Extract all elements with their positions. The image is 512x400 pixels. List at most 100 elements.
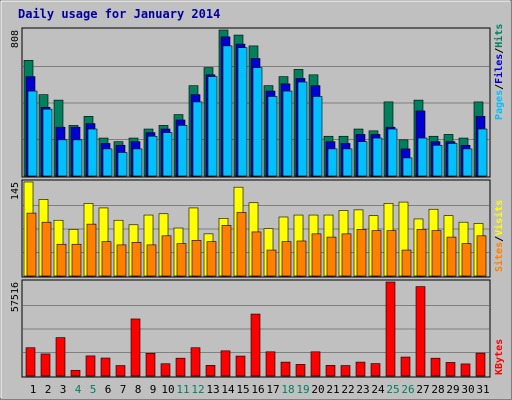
chart-title: Daily usage for January 2014 bbox=[18, 7, 220, 21]
bar-pages-day-24 bbox=[372, 137, 383, 177]
bar-pages-day-29 bbox=[447, 143, 458, 177]
bar-kbytes-day-31 bbox=[475, 352, 486, 377]
bar-sites-day-18 bbox=[281, 241, 292, 277]
bar-kbytes-day-23 bbox=[355, 361, 366, 377]
bar-pages-day-3 bbox=[57, 139, 68, 177]
legend-visits: Visits bbox=[493, 200, 505, 236]
legend-separator: / bbox=[494, 236, 505, 242]
x-tick-label: 23 bbox=[356, 383, 369, 396]
x-tick-label: 26 bbox=[401, 383, 414, 396]
bar-kbytes-day-28 bbox=[430, 357, 441, 377]
x-tick-label: 30 bbox=[461, 383, 474, 396]
bar-pages-day-30 bbox=[462, 148, 473, 177]
bar-sites-day-17 bbox=[266, 249, 277, 277]
x-tick-label: 15 bbox=[236, 383, 249, 396]
legend-files: Files bbox=[493, 54, 505, 84]
bar-sites-day-23 bbox=[356, 229, 367, 277]
bar-sites-day-7 bbox=[116, 244, 127, 277]
x-tick-label: 2 bbox=[45, 383, 52, 396]
bar-kbytes-day-20 bbox=[310, 351, 321, 377]
bar-sites-day-26 bbox=[401, 249, 412, 277]
bar-pages-day-8 bbox=[132, 148, 143, 177]
bar-kbytes-day-9 bbox=[145, 352, 156, 377]
x-tick-label: 12 bbox=[191, 383, 204, 396]
bar-sites-day-30 bbox=[461, 243, 472, 277]
bar-sites-day-27 bbox=[416, 229, 427, 277]
bar-kbytes-day-12 bbox=[190, 347, 201, 377]
bar-pages-day-10 bbox=[162, 132, 173, 177]
bar-pages-day-5 bbox=[87, 128, 98, 177]
bar-sites-day-16 bbox=[251, 231, 262, 277]
bar-pages-day-6 bbox=[102, 148, 113, 177]
x-tick-label: 16 bbox=[251, 383, 264, 396]
bar-kbytes-day-7 bbox=[115, 365, 126, 377]
legend-visits-sites: Sites/Visits bbox=[493, 200, 505, 272]
x-tick-label: 24 bbox=[371, 383, 385, 396]
bar-sites-day-21 bbox=[326, 236, 337, 277]
bar-sites-day-28 bbox=[431, 230, 442, 277]
x-axis-labels: 1 2 3 4 5 6 7 8 9 10 11 12 13 14 15 16 17 18 19 20 21 22 23 24 2… bbox=[30, 383, 490, 396]
bar-kbytes-day-30 bbox=[460, 363, 471, 377]
legend-kbytes: KBytes bbox=[494, 339, 505, 375]
bar-kbytes-day-10 bbox=[160, 363, 171, 377]
bar-pages-day-23 bbox=[357, 141, 368, 177]
bar-sites-day-22 bbox=[341, 233, 352, 277]
bar-kbytes-day-14 bbox=[220, 350, 231, 377]
bar-pages-day-20 bbox=[312, 96, 323, 177]
bar-kbytes-day-16 bbox=[250, 313, 261, 377]
bar-sites-day-20 bbox=[311, 233, 322, 277]
legend-hits: Hits bbox=[493, 24, 505, 48]
x-tick-label: 14 bbox=[221, 383, 235, 396]
bar-sites-day-5 bbox=[86, 223, 97, 277]
bar-sites-day-10 bbox=[161, 235, 172, 277]
bar-kbytes-day-29 bbox=[445, 362, 456, 377]
bar-pages-day-19 bbox=[297, 81, 308, 177]
bar-sites-day-1 bbox=[26, 212, 37, 277]
x-tick-label: 31 bbox=[476, 383, 489, 396]
bar-kbytes-day-27 bbox=[415, 286, 426, 377]
bar-kbytes-day-13 bbox=[205, 365, 216, 377]
x-tick-label: 18 bbox=[281, 383, 294, 396]
x-tick-label: 8 bbox=[135, 383, 142, 396]
legend-separator: / bbox=[494, 48, 505, 54]
bar-pages-day-27 bbox=[417, 137, 428, 177]
ymax-label-visits: 145 bbox=[10, 182, 21, 200]
x-tick-label: 6 bbox=[105, 383, 112, 396]
x-tick-label: 25 bbox=[386, 383, 399, 396]
bars bbox=[23, 29, 488, 377]
bar-sites-day-15 bbox=[236, 212, 247, 277]
bar-kbytes-day-15 bbox=[235, 355, 246, 377]
bar-sites-day-19 bbox=[296, 240, 307, 277]
bar-sites-day-31 bbox=[476, 235, 487, 277]
legend-pages: Pages bbox=[494, 90, 505, 120]
x-tick-label: 19 bbox=[296, 383, 309, 396]
x-tick-label: 9 bbox=[150, 383, 157, 396]
x-tick-label: 1 bbox=[30, 383, 37, 396]
bar-kbytes-day-21 bbox=[325, 365, 336, 377]
x-tick-label: 27 bbox=[416, 383, 429, 396]
x-tick-label: 29 bbox=[446, 383, 459, 396]
bar-kbytes-day-8 bbox=[130, 318, 141, 377]
bar-sites-day-24 bbox=[371, 230, 382, 277]
bar-kbytes-day-2 bbox=[40, 353, 51, 377]
bar-pages-day-7 bbox=[117, 152, 128, 177]
x-tick-label: 28 bbox=[431, 383, 444, 396]
bar-kbytes-day-3 bbox=[55, 337, 66, 377]
bar-pages-day-31 bbox=[477, 128, 488, 177]
x-tick-label: 22 bbox=[341, 383, 354, 396]
bar-pages-day-17 bbox=[267, 96, 278, 177]
bar-sites-day-13 bbox=[206, 241, 217, 277]
x-tick-label: 11 bbox=[176, 383, 189, 396]
bar-kbytes-day-25 bbox=[385, 281, 396, 377]
bar-kbytes-day-6 bbox=[100, 357, 111, 377]
bar-kbytes-day-26 bbox=[400, 356, 411, 377]
bar-pages-day-28 bbox=[432, 144, 443, 177]
bar-pages-day-11 bbox=[177, 125, 188, 177]
x-tick-label: 7 bbox=[120, 383, 127, 396]
bar-pages-day-9 bbox=[147, 135, 158, 177]
legend-hits-files-pages: Pages/Files/Hits bbox=[493, 24, 505, 120]
x-tick-label: 21 bbox=[326, 383, 339, 396]
bar-sites-day-8 bbox=[131, 241, 142, 277]
bar-kbytes-day-1 bbox=[25, 347, 36, 377]
